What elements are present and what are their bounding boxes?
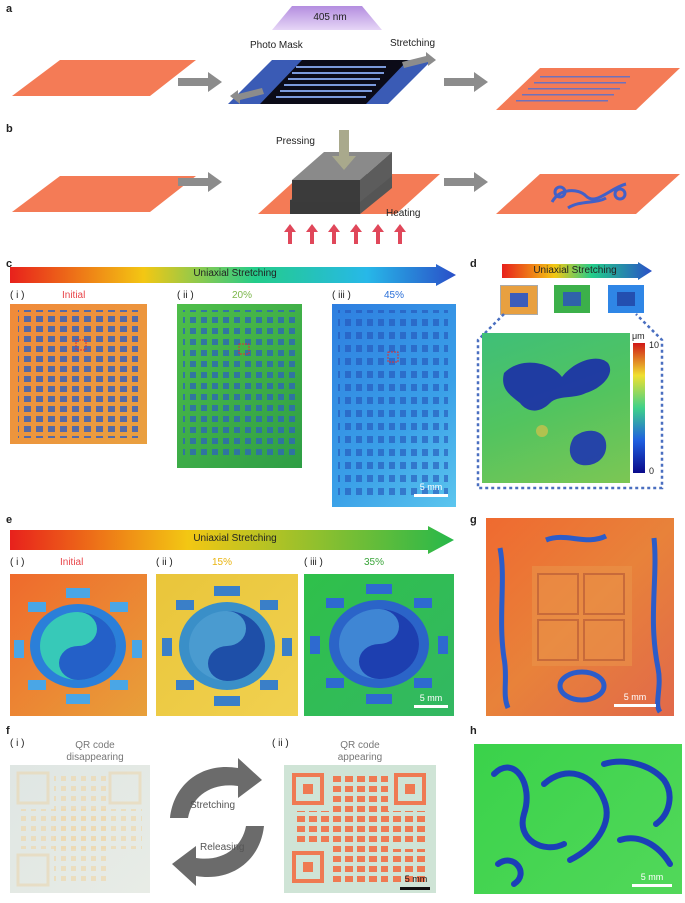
pressing-label: Pressing (276, 136, 315, 147)
step-number: ( ii ) (272, 738, 289, 749)
releasing-cycle-label: Releasing (200, 842, 245, 853)
step-number: ( i ) (10, 738, 25, 749)
panel-e-bar-title: Uniaxial Stretching (193, 533, 277, 544)
step-label-initial: Initial (62, 290, 86, 301)
panel-f-label: f (6, 725, 10, 737)
panel-e-gradient-arrow (10, 526, 454, 554)
release-arrow-shape (172, 826, 264, 886)
dragon-pattern (550, 182, 627, 210)
step-number: ( i ) (10, 557, 25, 568)
panel-h-label: h (470, 725, 477, 737)
press-arrow-shape (332, 130, 356, 170)
step-number: ( ii ) (177, 290, 194, 301)
step-label-45: 45% (384, 290, 405, 301)
colorbar-max-tick: 10 (649, 340, 660, 350)
panel-d-bar-title: Uniaxial Stretching (533, 265, 617, 276)
sheet-shape (496, 174, 680, 214)
uv-light-shape (272, 6, 382, 30)
stretch-arrow-shape (170, 758, 262, 818)
step-number: ( ii ) (156, 557, 173, 568)
thumb-20 (554, 285, 590, 313)
step-label-35: 35% (364, 557, 385, 568)
panel-g-label: g (470, 514, 477, 526)
arrow-shape (178, 72, 222, 92)
panel-d-label: d (470, 258, 477, 270)
initial-photo (10, 304, 147, 444)
step-label-initial: Initial (60, 557, 84, 568)
scale-bar-label: 5 mm (419, 482, 443, 492)
height-map-image (482, 333, 630, 483)
scale-bar-label: 5 mm (419, 693, 443, 703)
heating-label: Heating (386, 208, 421, 219)
mask-pattern (276, 66, 386, 98)
colorbar-min-tick: 0 (649, 466, 655, 476)
scale-bar (614, 704, 656, 707)
panel-b-schematic (12, 130, 680, 244)
character-grid (18, 310, 138, 438)
bagua-35-photo (304, 574, 454, 716)
scale-bar-label: 5 mm (404, 874, 428, 884)
scale-bar (632, 884, 672, 887)
arrow-shape (444, 172, 488, 192)
stretching-cycle-label: Stretching (190, 800, 236, 811)
scale-bar (400, 887, 430, 890)
stretched-20-photo (177, 304, 302, 468)
photo-mask-label: Photo Mask (250, 40, 303, 51)
stretch-release-cycle (170, 758, 264, 886)
stretch-arrow-shape (230, 88, 264, 104)
wavelength-label: 405 nm (313, 12, 347, 23)
scale-bar (414, 494, 448, 497)
panel-a-label: a (6, 3, 13, 15)
panel-c-label: c (6, 258, 13, 270)
panel-d-gradient-arrow (502, 262, 652, 280)
step-number: ( iii ) (332, 290, 351, 301)
qr-appearing-title: QR code appearing (337, 740, 383, 763)
panel-c-gradient-arrow (10, 264, 456, 286)
transferred-pattern (516, 76, 630, 102)
step-label-20: 20% (232, 290, 253, 301)
colorbar (633, 343, 645, 473)
qr-appearing-photo (284, 765, 436, 893)
colorbar-unit: μm (632, 331, 645, 341)
panel-b-label: b (6, 123, 13, 135)
stretch-arrow-shape (402, 52, 436, 68)
stretching-label: Stretching (390, 38, 436, 49)
press-block-side (360, 174, 392, 214)
sheet-shape (12, 176, 196, 212)
step-number: ( i ) (10, 290, 25, 301)
panel-e-label: e (6, 514, 13, 526)
sheet-shape (12, 60, 196, 96)
arrow-shape (178, 172, 222, 192)
seal-photo (486, 518, 674, 716)
step-label-15: 15% (212, 557, 233, 568)
scale-bar-label: 5 mm (623, 692, 647, 702)
bagua-initial-photo (10, 574, 147, 716)
press-block-front (290, 200, 360, 214)
thumb-initial (500, 285, 538, 315)
heat-arrows (284, 224, 406, 244)
panel-c-bar-title: Uniaxial Stretching (193, 268, 277, 279)
stretched-45-photo (332, 304, 456, 507)
scale-bar (414, 705, 448, 708)
dragon-photo (474, 744, 682, 894)
qr-disappearing-photo (10, 765, 150, 893)
photo-mask-shape (260, 60, 408, 104)
scale-bar-label: 5 mm (640, 872, 664, 882)
bagua-15-photo (156, 574, 298, 716)
panel-a-schematic (12, 6, 680, 110)
step-number: ( iii ) (304, 557, 323, 568)
thumb-45 (608, 285, 644, 313)
arrow-shape (444, 72, 488, 92)
qr-disappearing-title: QR code disappearing (66, 740, 124, 763)
